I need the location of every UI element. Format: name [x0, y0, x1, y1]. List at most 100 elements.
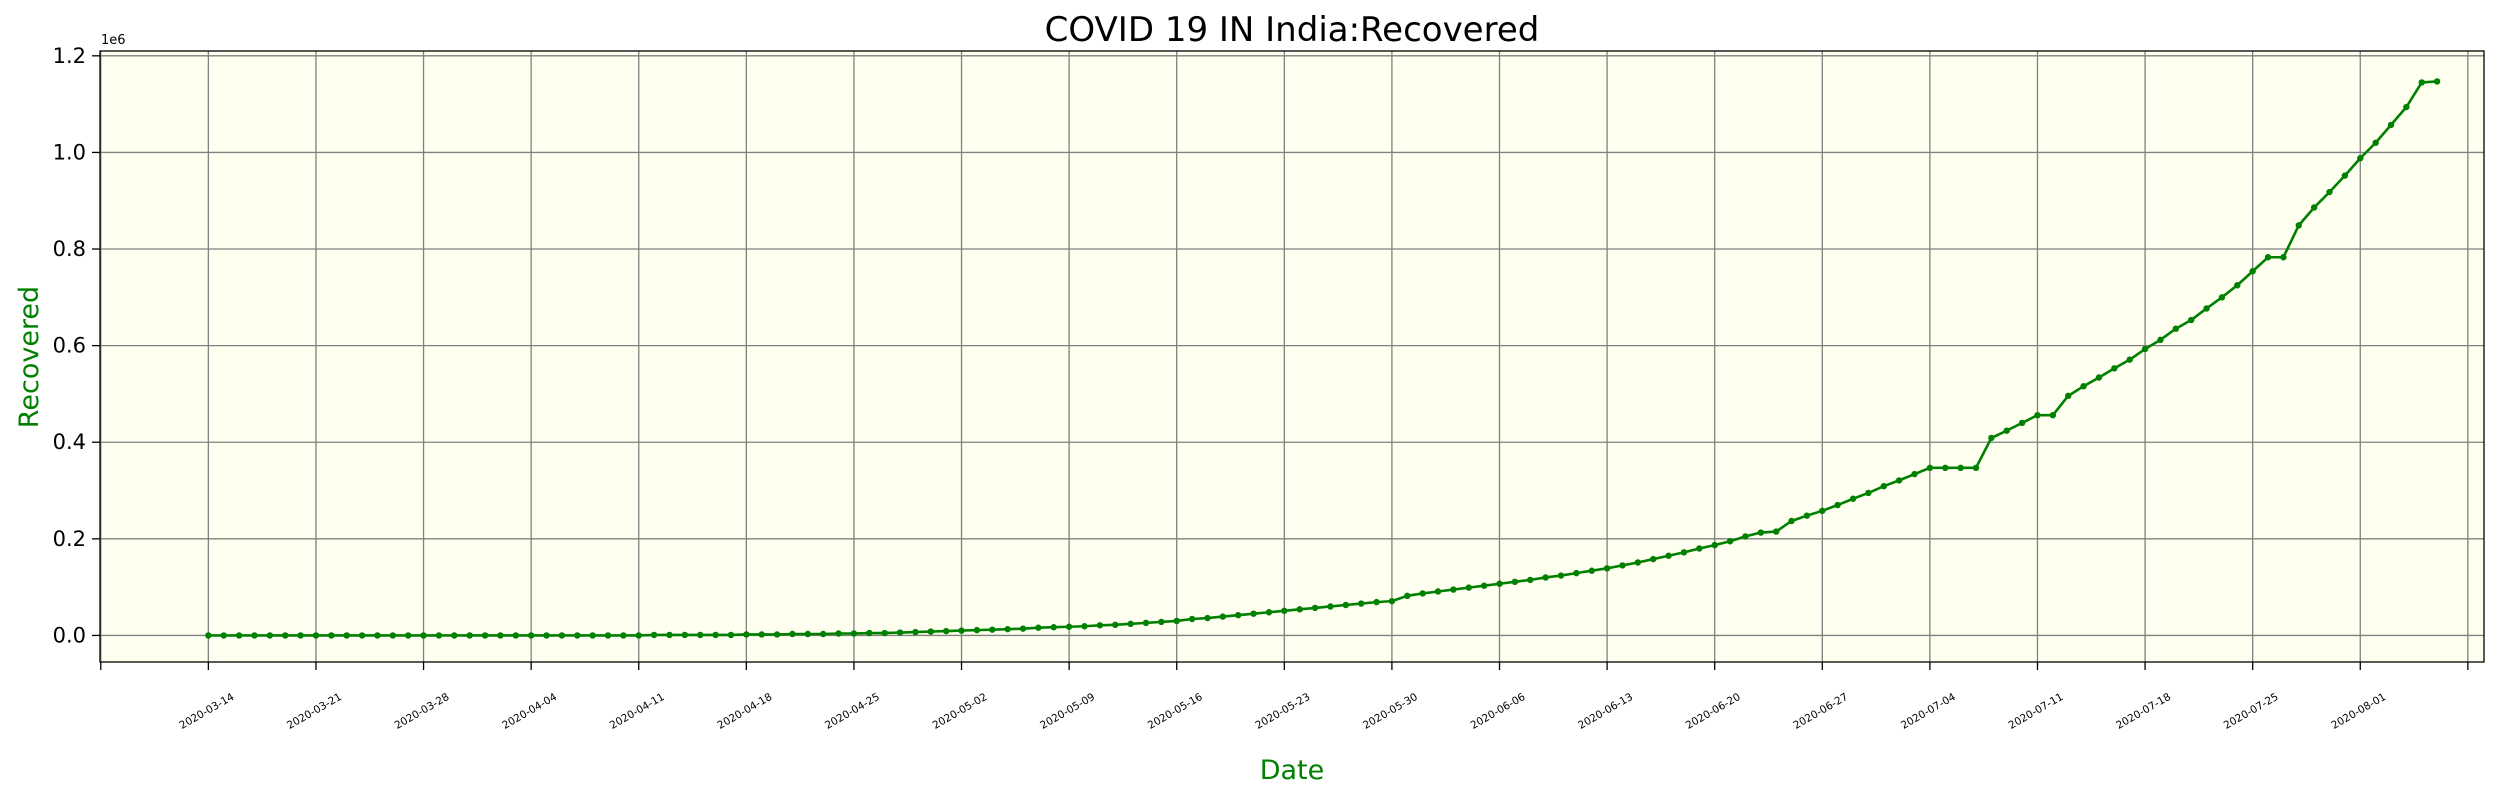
- data-point: [1957, 464, 1964, 472]
- data-point: [1235, 611, 1242, 619]
- x-tick-label: 2020-04-25: [823, 691, 882, 732]
- data-point: [389, 632, 397, 639]
- data-point: [574, 632, 581, 639]
- plot-frame: [99, 50, 2485, 663]
- data-point: [2126, 356, 2133, 363]
- data-point: [1680, 549, 1688, 556]
- data-point: [773, 631, 781, 638]
- data-point: [589, 632, 596, 639]
- data-point: [604, 632, 612, 639]
- data-point: [1895, 477, 1903, 484]
- x-tick-label: 2020-07-11: [2007, 691, 2066, 732]
- data-point: [1911, 470, 1918, 478]
- data-point: [1065, 623, 1073, 630]
- x-tick-label: 2020-04-18: [715, 691, 774, 732]
- data-point: [2280, 254, 2287, 261]
- data-point: [2187, 316, 2195, 324]
- data-point: [497, 632, 504, 639]
- data-point: [312, 632, 320, 639]
- data-point: [420, 632, 427, 639]
- y-tick-label: 0.0: [53, 623, 86, 647]
- x-tick-label: 2020-08-01: [2329, 691, 2388, 732]
- data-point: [1357, 600, 1365, 607]
- data-point: [2310, 204, 2318, 211]
- x-tick-label: 2020-06-27: [1791, 691, 1850, 732]
- data-point: [251, 632, 258, 639]
- data-point: [1096, 622, 1104, 629]
- data-point: [942, 627, 950, 635]
- x-tick-label: 2020-05-30: [1361, 691, 1420, 732]
- data-point: [512, 632, 519, 639]
- y-axis-label: Recovered: [14, 286, 45, 428]
- data-point: [743, 631, 750, 638]
- data-point: [2295, 222, 2302, 229]
- data-point: [912, 628, 919, 636]
- data-point: [1619, 562, 1626, 569]
- data-point: [1988, 434, 1995, 442]
- data-point: [2141, 345, 2149, 353]
- data-point: [1972, 464, 1980, 472]
- data-point: [404, 632, 412, 639]
- data-point: [1127, 620, 1134, 628]
- data-point: [1880, 482, 1887, 490]
- data-point: [2372, 139, 2379, 146]
- data-point: [1265, 609, 1273, 616]
- x-tick-label: 2020-06-06: [1469, 691, 1528, 732]
- data-point: [1204, 614, 1211, 622]
- data-point: [435, 632, 443, 639]
- data-point: [2034, 411, 2041, 419]
- data-point: [1480, 582, 1488, 589]
- data-point: [1849, 495, 1857, 502]
- data-point: [343, 632, 350, 639]
- x-axis: 2020-03-14 2020-03-21 2020-03-28 2020-04-04…: [100, 662, 2469, 732]
- data-point: [2018, 419, 2026, 427]
- data-point: [1250, 610, 1257, 617]
- data-point: [1819, 507, 1826, 515]
- chart-title: COVID 19 IN India:Recovered: [1045, 10, 1540, 50]
- data-point: [666, 631, 673, 639]
- data-point: [1019, 625, 1027, 632]
- data-point: [1311, 604, 1319, 612]
- data-point: [650, 631, 658, 639]
- data-point: [850, 630, 858, 637]
- data-point: [1281, 607, 1288, 614]
- data-point: [358, 632, 366, 639]
- data-point: [1496, 580, 1503, 587]
- data-point: [1188, 615, 1196, 623]
- data-point: [1711, 541, 1718, 549]
- data-point: [1865, 489, 1872, 497]
- data-point: [2172, 325, 2180, 332]
- data-point: [1757, 529, 1765, 536]
- data-point: [282, 632, 289, 639]
- data-point: [1388, 597, 1396, 605]
- data-point: [1926, 464, 1934, 472]
- data-point: [1158, 618, 1165, 626]
- y-tick-label: 0.4: [53, 430, 86, 454]
- data-point: [1742, 533, 1749, 540]
- data-point: [1696, 545, 1703, 552]
- data-point: [451, 632, 458, 639]
- data-point: [620, 632, 627, 639]
- data-point: [2403, 103, 2410, 111]
- data-point: [543, 632, 550, 639]
- y-tick-label: 0.8: [53, 237, 86, 261]
- data-point: [804, 630, 812, 638]
- data-point: [1327, 603, 1334, 610]
- y-tick-label: 0.2: [53, 527, 86, 551]
- data-point: [896, 629, 904, 636]
- data-point: [1788, 517, 1795, 525]
- data-point: [2111, 365, 2118, 372]
- data-point: [1511, 578, 1519, 586]
- data-point: [958, 627, 965, 634]
- data-point: [635, 632, 642, 639]
- x-tick-label: 2020-04-04: [500, 691, 559, 732]
- data-point: [328, 632, 335, 639]
- data-point: [2387, 121, 2395, 129]
- data-point: [1542, 574, 1549, 581]
- x-tick-label: 2020-07-18: [2114, 691, 2173, 732]
- data-point: [1450, 586, 1457, 593]
- x-tick-label: 2020-05-09: [1038, 691, 1097, 732]
- data-point: [727, 631, 735, 639]
- data-point: [973, 626, 981, 634]
- data-point: [681, 631, 689, 639]
